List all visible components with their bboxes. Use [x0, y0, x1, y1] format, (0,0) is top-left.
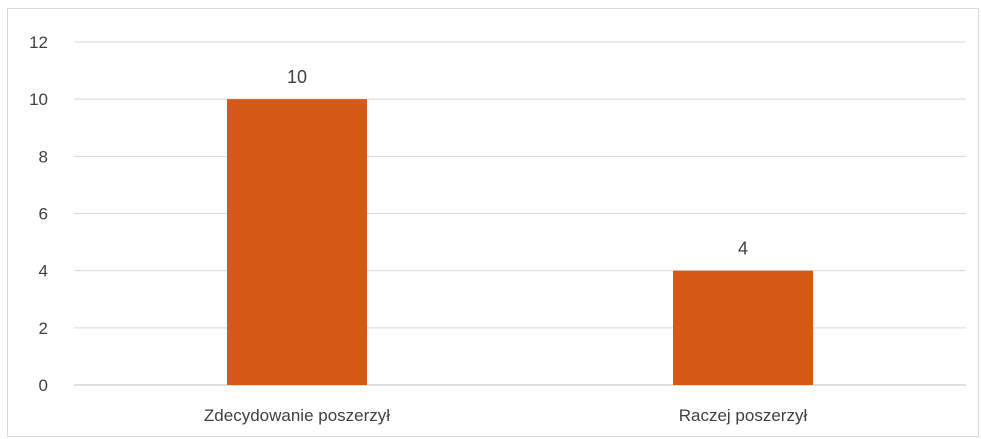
y-tick-label: 2	[39, 319, 48, 338]
data-label: 4	[738, 239, 748, 259]
bar	[673, 270, 813, 385]
x-category-label: Zdecydowanie poszerzył	[204, 406, 390, 425]
y-tick-label: 0	[39, 376, 48, 395]
data-label: 10	[287, 67, 307, 87]
y-tick-label: 10	[29, 90, 48, 109]
gridlines	[74, 41, 966, 386]
bar	[227, 99, 367, 386]
y-axis-ticks: 0 2 4 6 8 10 12	[29, 33, 48, 395]
chart-frame	[7, 8, 979, 437]
bars	[227, 99, 813, 386]
data-labels: 10 4	[287, 67, 748, 259]
x-category-label: Raczej poszerzył	[679, 406, 808, 425]
y-tick-label: 8	[39, 147, 48, 166]
y-tick-label: 12	[29, 33, 48, 52]
y-tick-label: 4	[39, 262, 48, 281]
x-axis-categories: Zdecydowanie poszerzył Raczej poszerzył	[204, 406, 808, 425]
y-tick-label: 6	[39, 205, 48, 224]
